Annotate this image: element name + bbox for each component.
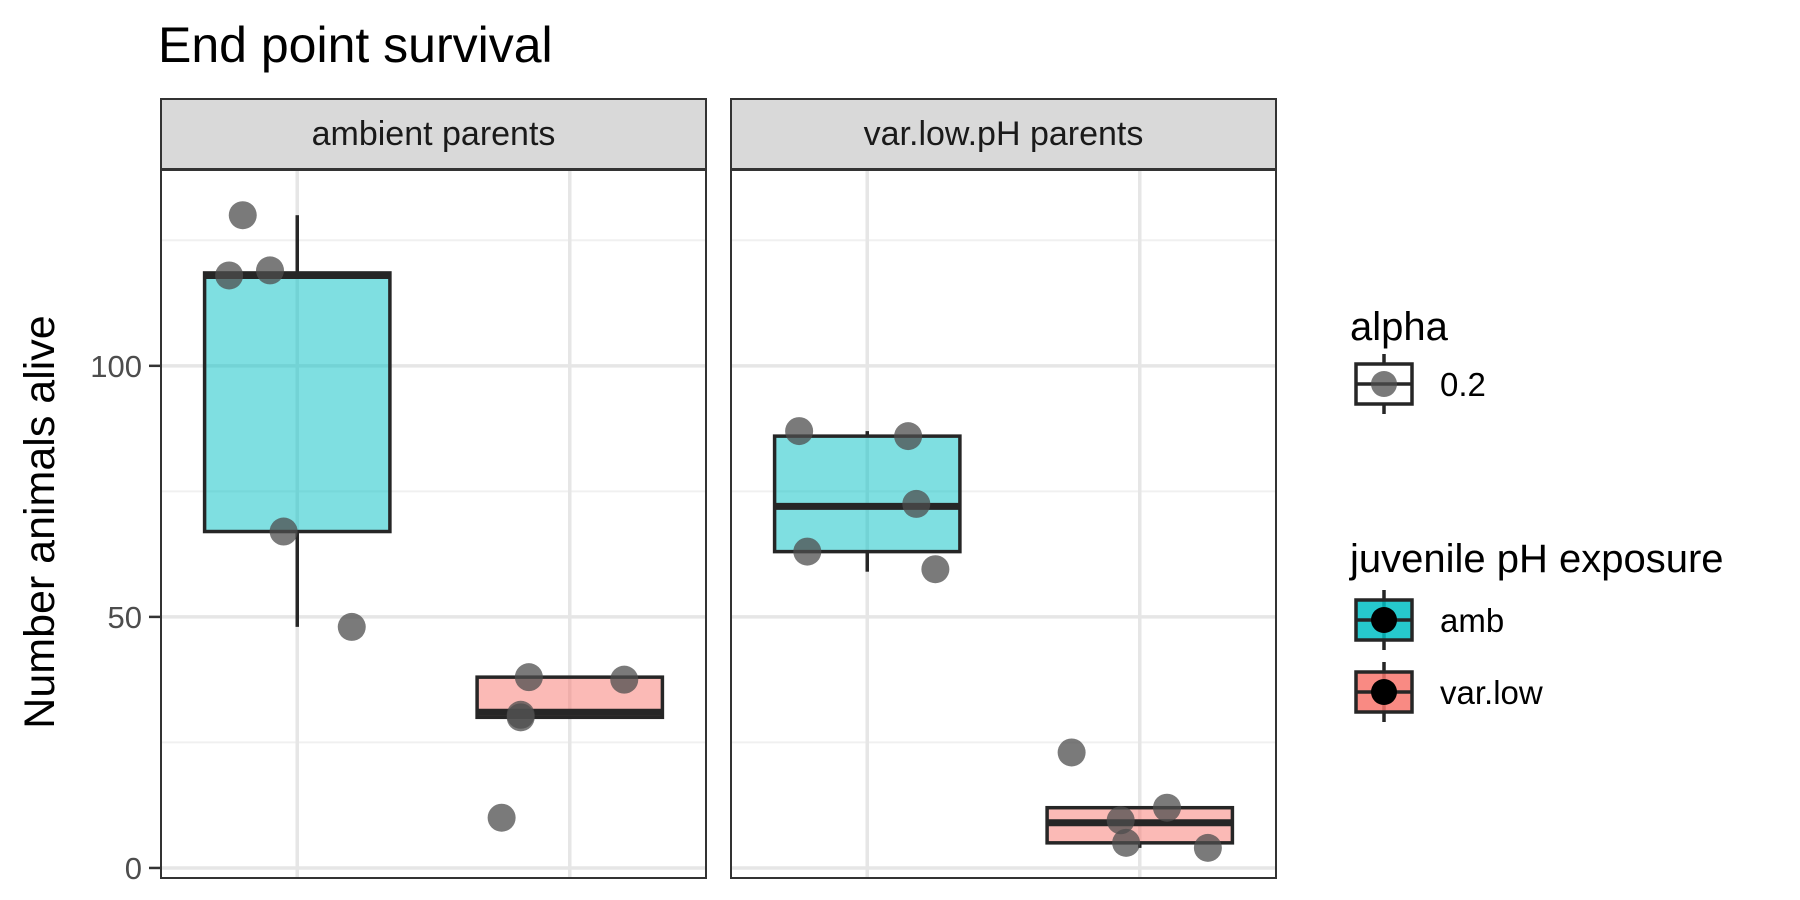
data-point [902, 489, 931, 518]
box-amb [202, 271, 392, 534]
data-point [894, 422, 923, 451]
legend-key-point [1371, 371, 1397, 397]
legend-title: alpha [1350, 305, 1449, 349]
legend-label: 0.2 [1440, 366, 1486, 403]
data-point [337, 612, 366, 641]
facet-strip-label: ambient parents [312, 115, 556, 153]
y-tick-label: 50 [108, 600, 142, 635]
legend-key [1354, 590, 1414, 650]
data-point [1112, 828, 1141, 857]
data-point [1106, 806, 1135, 835]
data-point [793, 537, 822, 566]
legend-key-point [1371, 679, 1397, 705]
data-point [514, 663, 543, 692]
data-point [610, 665, 639, 694]
facet-panels: ambient parents var.low.pH parents [160, 98, 1277, 879]
legend-label: amb [1440, 602, 1504, 639]
data-point [487, 803, 516, 832]
data-point [1153, 793, 1181, 822]
data-point [269, 517, 298, 546]
data-point [921, 555, 950, 584]
legend-key [1354, 662, 1414, 722]
data-point [785, 417, 814, 446]
data-point [256, 256, 284, 285]
legend-title: juvenile pH exposure [1349, 537, 1724, 581]
y-axis: 0 50 100 [90, 349, 161, 886]
data-point [228, 201, 257, 230]
data-point [215, 261, 244, 290]
box-amb [772, 434, 962, 554]
facet-strip-label: var.low.pH parents [864, 115, 1144, 153]
data-point [1057, 738, 1086, 767]
legend-key [1354, 354, 1414, 414]
data-point [506, 703, 535, 732]
chart-title: End point survival [158, 17, 553, 73]
data-point [1193, 833, 1222, 862]
facet-panel: ambient parents [160, 98, 707, 879]
y-tick-label: 0 [125, 851, 142, 886]
facet-panel: var.low.pH parents [730, 98, 1277, 879]
legends: alpha 0.2 juvenile pH exposure amb var.low [1349, 305, 1724, 722]
y-axis-title: Number animals alive [16, 315, 64, 728]
legend-key-point [1371, 607, 1397, 633]
facet-strip [730, 98, 1277, 170]
legend-label: var.low [1440, 674, 1543, 711]
y-tick-label: 100 [90, 349, 142, 384]
facet-strip [160, 98, 707, 170]
